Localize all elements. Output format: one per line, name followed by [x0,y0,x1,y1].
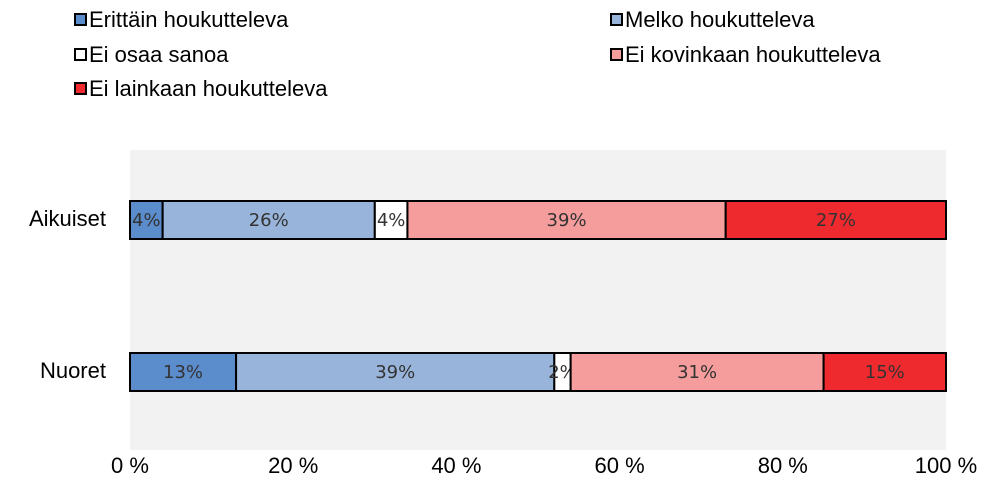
bar-segment [161,200,376,240]
data-label: 4% [132,210,161,231]
data-label: 4% [377,210,406,231]
legend-label: Ei lainkaan houkutteleva [89,76,328,101]
plot-area [130,150,946,450]
bar-segment [129,200,164,240]
data-label: 39% [375,362,415,383]
legend-swatch [610,13,623,26]
bar-segment [235,352,556,392]
x-tick-label: 40 % [431,453,481,478]
legend-swatch [74,13,87,26]
data-label: 31% [677,362,717,383]
data-label: 2% [548,362,577,383]
legend-label: Erittäin houkutteleva [89,7,289,32]
legend-swatch [74,48,87,61]
legend-label: Ei osaa sanoa [89,42,229,67]
y-tick-label: Nuoret [40,358,106,383]
x-tick-label: 100 % [915,453,977,478]
x-tick-label: 60 % [595,453,645,478]
data-label: 26% [249,210,289,231]
bar-segment [822,352,947,392]
legend-swatch [610,48,623,61]
x-tick-label: 0 % [111,453,149,478]
data-label: 39% [547,210,587,231]
bar-segment [724,200,947,240]
bar-segment [569,352,825,392]
data-label: 15% [865,362,905,383]
bar-segment [373,200,409,240]
x-tick-label: 20 % [268,453,318,478]
data-label: 13% [163,362,203,383]
legend-swatch [74,82,87,95]
legend-label: Melko houkutteleva [625,7,815,32]
x-tick-label: 80 % [758,453,808,478]
legend-label: Ei kovinkaan houkutteleva [625,42,881,67]
y-tick-label: Aikuiset [29,206,106,231]
data-label: 27% [816,210,856,231]
bar-segment [129,352,238,392]
